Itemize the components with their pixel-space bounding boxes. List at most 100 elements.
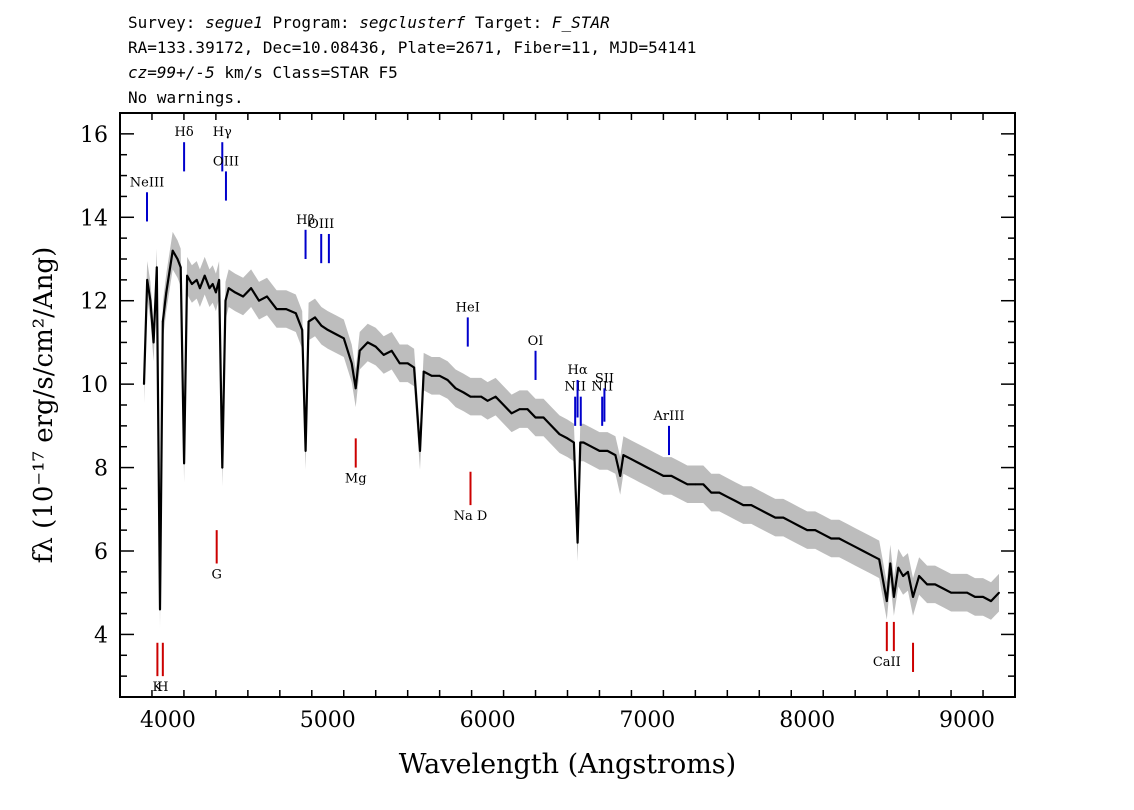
data-point [366,341,369,344]
data-point [358,349,361,352]
data-point [195,279,198,281]
data-point [838,537,841,540]
error-band-area [144,231,999,629]
line-marker-label: Hα [568,363,588,378]
data-point [822,533,825,536]
data-point [294,312,297,315]
data-point [510,412,513,415]
data-point [413,366,415,369]
axes: 4000 5000 6000 7000 8000 9000 4 6 8 10 12 14 16 [80,112,1016,733]
x-tick-label: 8000 [779,708,835,733]
data-point [734,500,737,502]
y-tick-label: 12 [80,290,108,315]
data-point [462,391,465,394]
data-point [889,562,892,565]
data-point [183,462,186,465]
y-tick-label: 14 [80,206,108,231]
data-point [942,587,944,590]
line-marker-label: ArIII [652,409,684,424]
x-axis-label: Wavelength (Angstroms) [399,749,736,780]
y-tick-label: 10 [80,373,108,398]
data-point [227,287,230,290]
data-point [454,387,457,390]
data-point [694,483,697,486]
data-point [912,596,914,598]
data-point [285,308,288,310]
data-point [382,354,385,356]
data-point [782,516,785,519]
target-value: F_STAR [551,13,610,32]
error-band [144,231,999,629]
data-point [582,441,585,444]
data-point [702,483,705,486]
x-tick-label: 7000 [619,708,675,733]
y-tick-label: 4 [94,623,108,648]
data-point [258,299,260,302]
data-point [215,291,217,294]
program-value: segclusterf [359,13,466,32]
x-tick-label: 5000 [300,708,356,733]
x-tick-label: 4000 [140,708,196,733]
line-marker-label: Mg [345,472,367,487]
data-point [186,274,189,277]
target-label: Target: [474,13,543,32]
line-marker-label: Na D [454,509,488,524]
header-line-4: No warnings. [128,88,244,107]
data-point [774,516,777,519]
data-point [814,529,817,531]
data-point [558,433,561,436]
flux-line [142,249,1000,611]
data-point [430,374,433,377]
data-point [161,320,164,323]
data-point [846,541,849,544]
data-point [155,266,158,269]
line-marker-label: HeI [456,300,480,315]
data-point [199,287,201,290]
line-marker-label: K [153,680,163,695]
line-marker-label: NII [591,380,613,395]
class-info: km/s Class=STAR F5 [214,63,398,82]
data-point [526,408,529,411]
header-line-3: cz=99+/-5 km/s Class=STAR F5 [128,63,398,83]
data-point [218,279,221,281]
data-point [266,295,268,298]
data-point [566,437,569,440]
program-label: Program: [272,13,350,32]
data-point [275,308,278,310]
data-point [897,566,900,569]
data-point [419,450,421,452]
data-point [342,337,345,340]
data-point [320,324,323,327]
data-point [579,441,582,444]
data-point [152,341,155,344]
data-point [670,475,673,477]
data-point [446,379,449,381]
data-point [885,600,888,602]
data-point [982,596,984,598]
data-point [926,583,928,586]
data-point [518,408,521,411]
data-point [422,370,425,373]
data-point [907,571,909,573]
data-point [619,475,622,477]
line-marker-label: NeIII [130,175,164,190]
plot-frame [119,112,1016,698]
data-point [149,299,152,302]
data-point [958,591,960,594]
flux-series [142,249,1000,611]
x-tick-label: 9000 [939,708,995,733]
line-marker-label: Hδ [175,125,194,140]
line-marker-label: CaII [873,655,901,670]
data-point [870,554,873,557]
data-point [974,596,976,598]
data-point [224,299,227,302]
data-point [398,362,401,365]
data-point [390,349,393,352]
line-marker-label: G [211,568,221,583]
data-point [646,466,649,469]
data-point [622,454,625,456]
data-point [494,395,497,398]
data-point [758,508,761,511]
line-marker-label: OIII [213,154,239,169]
